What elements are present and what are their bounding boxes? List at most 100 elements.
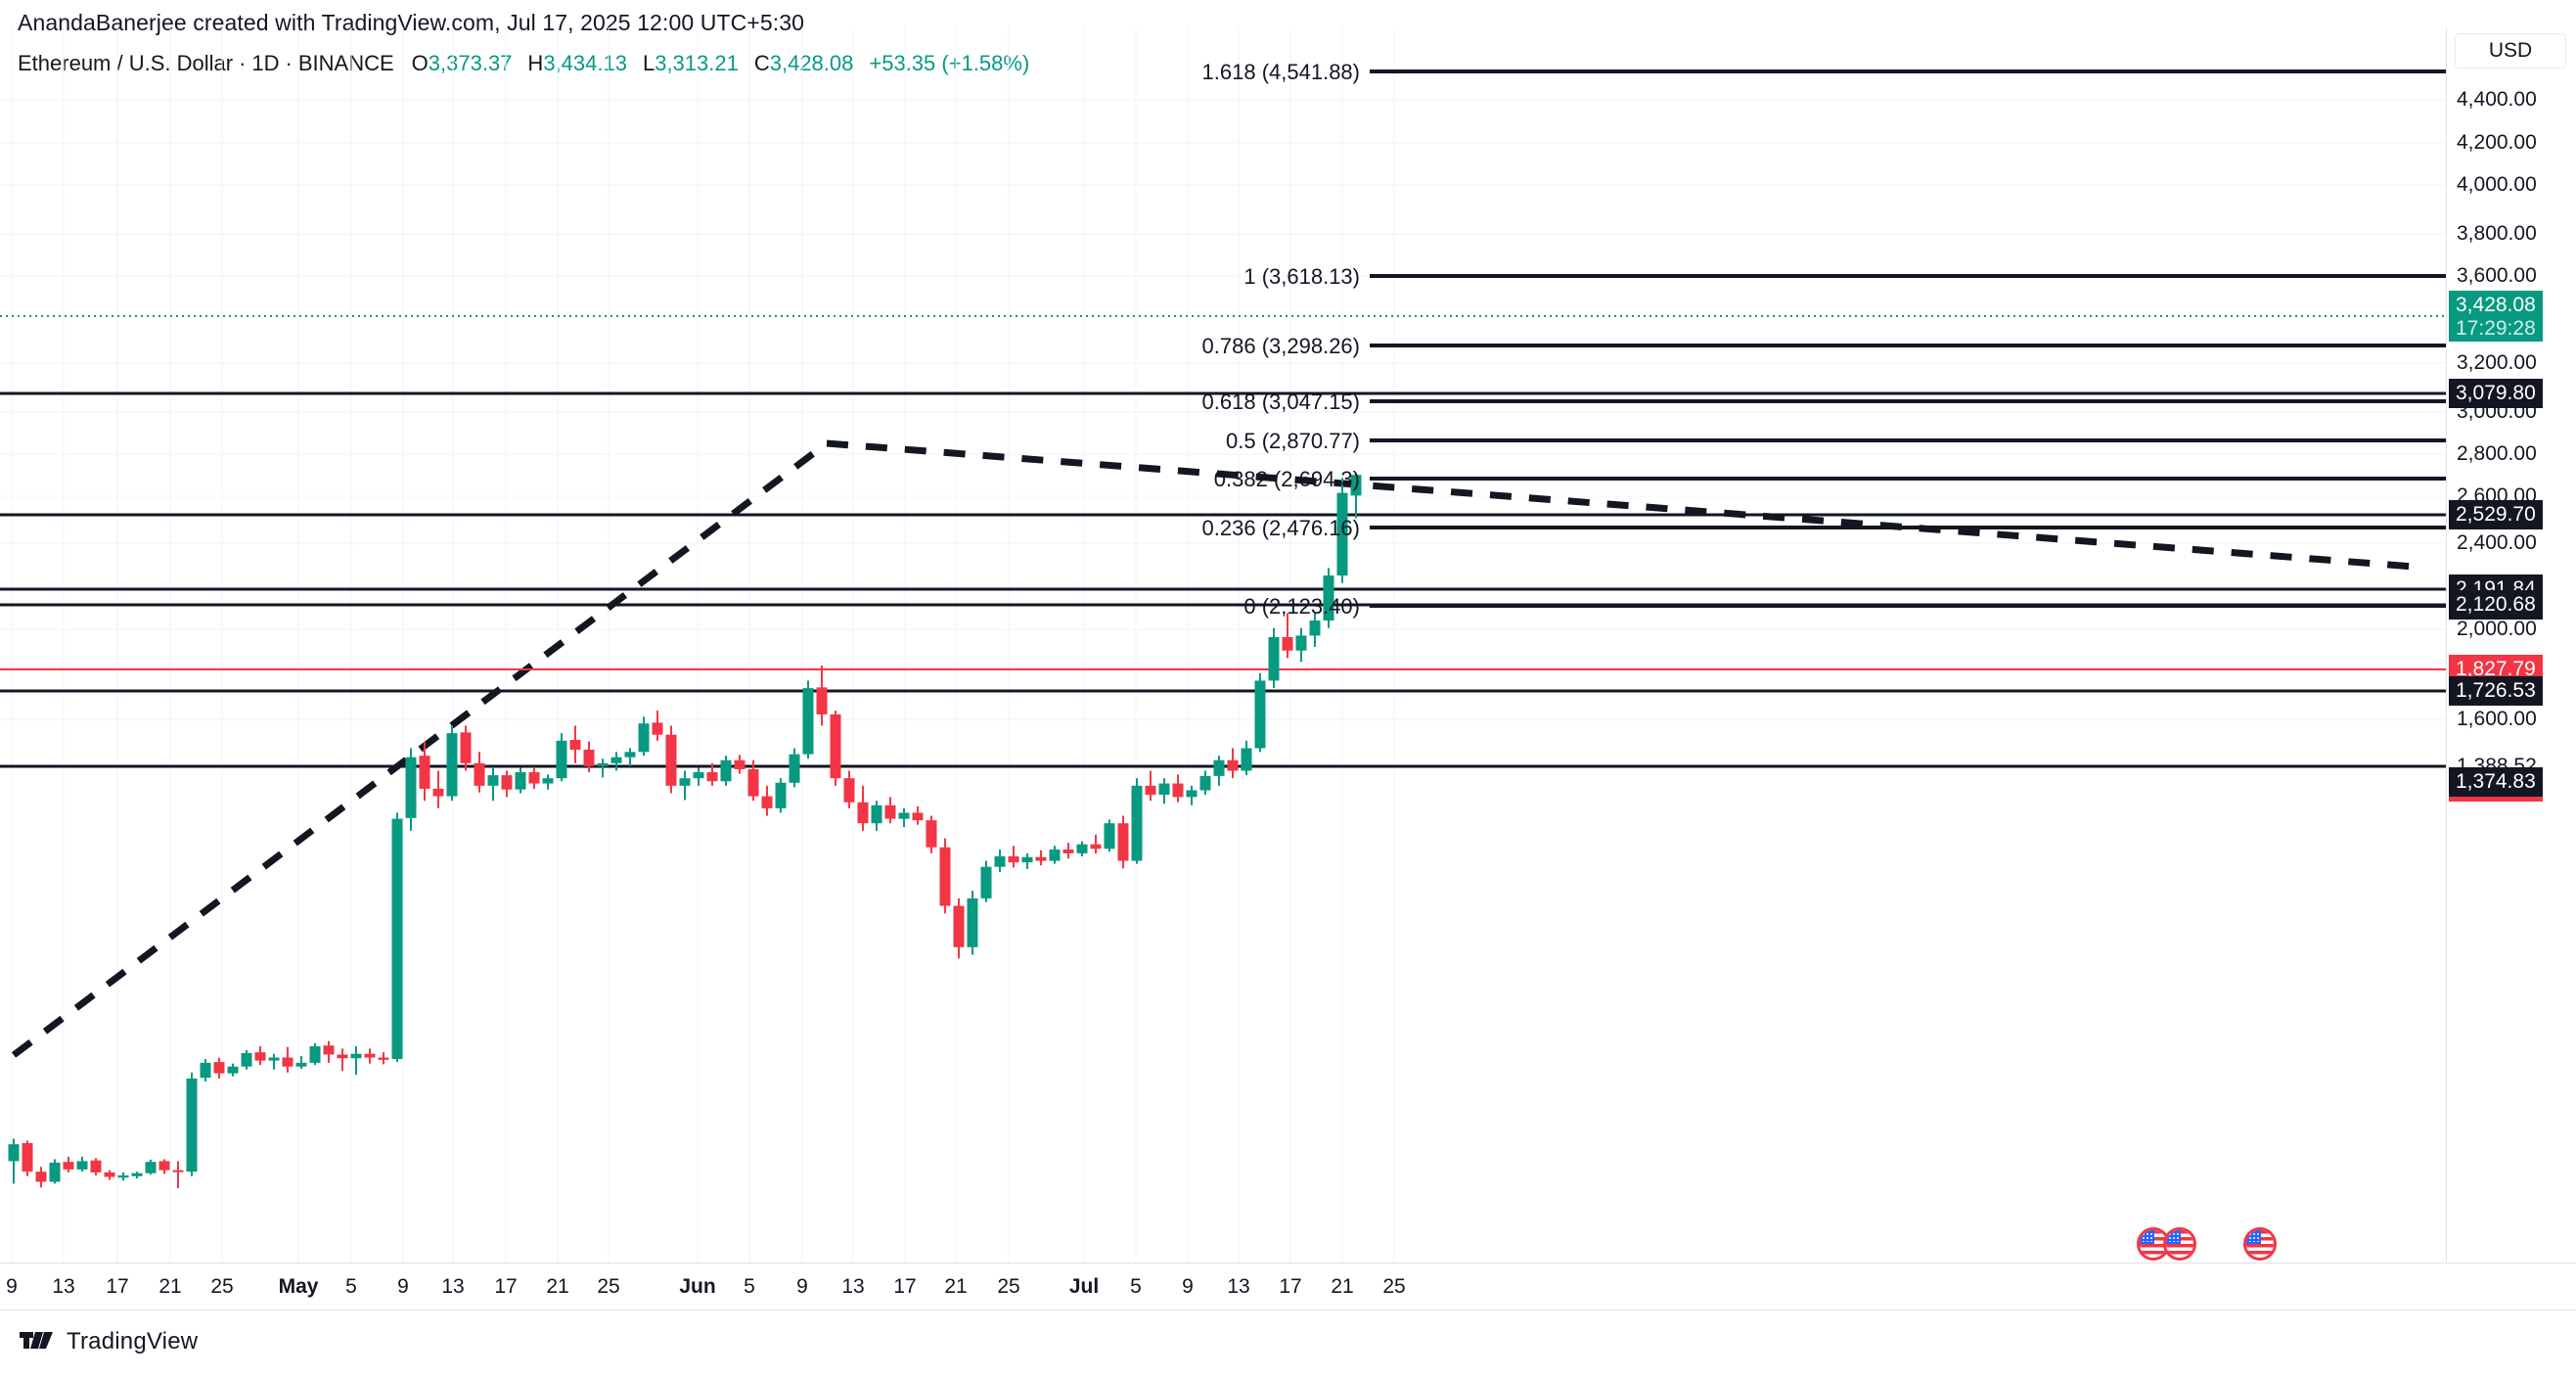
time-tick-label: 13 <box>52 1275 75 1298</box>
candlestick <box>391 812 403 1063</box>
price-level-badge: 2,120.68 <box>2449 590 2543 620</box>
horizontal-price-lines <box>0 391 2446 768</box>
time-tick-label: 9 <box>1182 1275 1194 1298</box>
candlestick <box>1104 819 1115 852</box>
candle-body <box>1336 492 1348 576</box>
us-flag-event-icon[interactable] <box>2243 1227 2277 1261</box>
candle-body <box>1117 823 1129 861</box>
legend-open-value: 3,373.37 <box>428 51 513 75</box>
brand-bar: TradingView <box>0 1309 2576 1378</box>
candle-body <box>1090 844 1102 850</box>
time-axis[interactable]: 9 13 17 21 25 May 5 9 13 17 21 25 Jun 5 9 13 17 21 25 Jul 5 9… <box>0 1263 2576 1310</box>
candlestick <box>542 774 554 790</box>
candle-body <box>364 1053 376 1058</box>
candlestick <box>515 767 526 794</box>
candlestick <box>1117 815 1129 869</box>
candle-body <box>556 740 567 779</box>
candlestick <box>22 1140 33 1176</box>
time-tick-label: 5 <box>744 1275 755 1298</box>
candlestick <box>186 1072 198 1176</box>
candle-body <box>323 1045 335 1055</box>
candle-body <box>583 750 595 766</box>
price-tick: 2,000.00 <box>2457 618 2537 640</box>
ascending-support <box>11 440 830 1058</box>
candle-body <box>1008 855 1019 863</box>
candlestick <box>720 756 732 786</box>
candlestick <box>980 860 992 902</box>
candlestick <box>939 838 951 914</box>
candle-body <box>213 1062 225 1074</box>
candlestick <box>583 741 595 773</box>
candle-body <box>1241 748 1252 771</box>
candle-body <box>337 1054 348 1059</box>
legend-change: +53.35 (+1.58%) <box>869 51 1030 75</box>
candle-body <box>1186 790 1198 798</box>
candle-body <box>871 804 882 824</box>
price-tick: 4,200.00 <box>2457 131 2537 154</box>
us-flag-event-icon[interactable] <box>2137 1227 2170 1261</box>
currency-chip[interactable]: USD <box>2455 33 2566 69</box>
candlestick <box>282 1046 294 1073</box>
candlestick <box>213 1057 225 1079</box>
candlestick <box>679 770 691 801</box>
time-tick-label: 13 <box>1227 1275 1250 1298</box>
candle-body <box>912 812 924 821</box>
legend-interval[interactable]: 1D <box>251 51 280 75</box>
candle-body <box>857 802 869 824</box>
candlestick <box>1158 778 1170 804</box>
tradingview-logo-icon <box>20 1332 53 1349</box>
candlestick <box>145 1159 157 1175</box>
candlestick <box>857 785 869 831</box>
tradingview-brand[interactable]: TradingView <box>20 1328 198 1355</box>
price-axis[interactable]: USD 4,400.00 4,200.00 4,000.00 3,800.00 3,60… <box>2446 27 2576 1263</box>
candle-body <box>1062 850 1074 853</box>
candlestick <box>912 805 924 825</box>
chart-plot-area[interactable]: 1.618 (4,541.88) 1 (3,618.13) 0.786 (3,298… <box>0 27 2446 1263</box>
candle-body <box>63 1162 74 1170</box>
tradingview-brand-name: TradingView <box>67 1328 199 1355</box>
candle-body <box>747 768 759 797</box>
legend-close-value: 3,428.08 <box>769 51 854 75</box>
candle-body <box>90 1160 102 1172</box>
candlestick <box>1145 770 1156 802</box>
candle-body <box>610 757 622 763</box>
us-flag-event-icon[interactable] <box>2163 1227 2196 1261</box>
candlestick <box>1049 846 1061 864</box>
candlestick <box>1295 627 1307 663</box>
candle-body <box>528 772 540 784</box>
candle-body <box>665 734 677 786</box>
candlestick <box>63 1156 74 1172</box>
time-tick-label: 9 <box>397 1275 409 1298</box>
candle-body <box>953 905 965 947</box>
candlestick <box>871 801 882 831</box>
candlestick <box>884 797 896 824</box>
time-tick-label: 25 <box>597 1275 620 1298</box>
candlestick <box>556 733 567 782</box>
candlestick <box>1336 478 1348 583</box>
candlestick <box>350 1046 362 1076</box>
candle-body <box>1131 785 1143 861</box>
candlestick <box>830 711 841 786</box>
candle-body <box>515 772 526 790</box>
candle-body <box>967 897 978 947</box>
candlestick <box>117 1171 129 1181</box>
candle-body <box>830 713 841 779</box>
candle-body <box>679 778 691 786</box>
current-price-countdown: 17:29:28 <box>2456 317 2536 340</box>
candle-body <box>309 1046 321 1063</box>
candle-body <box>939 847 951 906</box>
candle-body <box>1145 785 1156 796</box>
candle-body <box>761 796 773 808</box>
candlestick <box>898 807 910 828</box>
legend-symbol[interactable]: Ethereum / U.S. Dollar <box>18 51 234 75</box>
candle-body <box>898 812 910 819</box>
candle-body <box>145 1162 157 1173</box>
candlestick <box>775 778 787 813</box>
candle-body <box>720 759 732 782</box>
candle-body <box>1104 823 1115 850</box>
price-tick: 3,200.00 <box>2457 351 2537 374</box>
candle-body <box>501 775 513 790</box>
fib-level-label: 0.5 (2,870.77) <box>1226 429 1360 453</box>
candlestick <box>337 1048 348 1072</box>
candlestick <box>1241 740 1252 776</box>
